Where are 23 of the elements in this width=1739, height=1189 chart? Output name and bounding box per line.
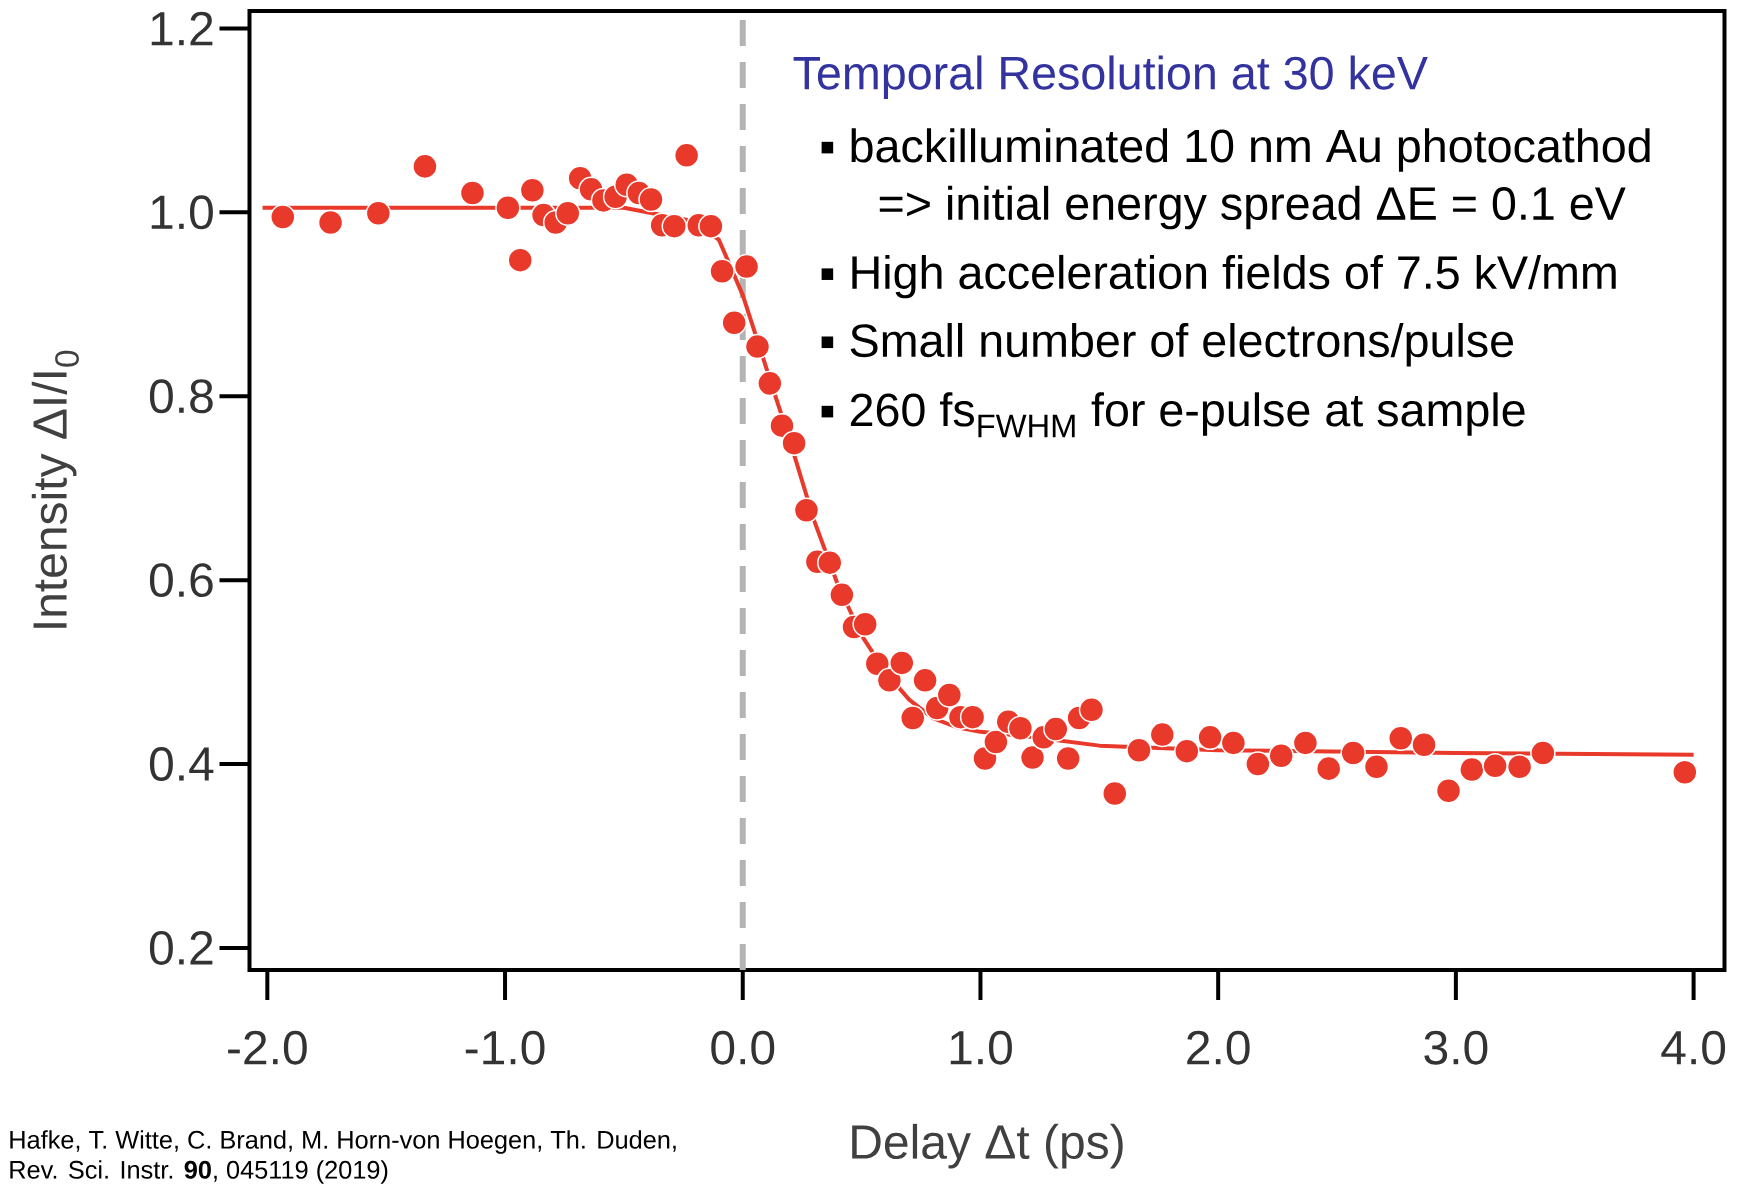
- y-tick-label: 0.2: [149, 930, 213, 965]
- annotation: ▪ Small number of electrons/pulse: [821, 322, 1514, 367]
- x-tick-label: -1.0: [465, 1030, 545, 1065]
- x-tick-label: -2.0: [228, 1030, 307, 1065]
- annotation: Temporal Resolution at 30 keV: [793, 55, 1428, 99]
- x-tick-label: 2.0: [1187, 1030, 1250, 1065]
- annotation: => initial energy spread ΔE = 0.1 eV: [879, 185, 1626, 230]
- annotation: ▪ backilluminated 10 nm Au photocathod: [821, 128, 1650, 172]
- x-tick-label: 3.0: [1424, 1030, 1488, 1065]
- y-axis-title: Intensity ΔI/I$_{0}$: [31, 350, 79, 628]
- y-tick-label: 0.6: [149, 563, 213, 598]
- annotation: ▪ 260 fs$_{FWHM}$ for e-pulse at sample: [821, 392, 1525, 438]
- x-axis-title: Delay Δt (ps): [852, 1123, 1123, 1169]
- text: Rev. Sci. Instr. 90, 045119 (2019): [10, 1160, 388, 1184]
- text: Hafke, T. Witte, C. Brand, M. Horn-von Hoegen, Th. Duden,: [10, 1130, 676, 1154]
- y-tick-label: 1.2: [151, 11, 213, 46]
- y-tick-label: 0.4: [149, 747, 214, 782]
- y-tick-label: 1.0: [151, 195, 213, 230]
- y-tick-label: 0.8: [149, 379, 213, 414]
- x-tick-label: 1.0: [950, 1030, 1012, 1065]
- annotation: ▪ High acceleration fields of 7.5 kV/mm: [821, 254, 1616, 299]
- x-tick-label: 4.0: [1661, 1030, 1726, 1065]
- x-tick-label: 0.0: [711, 1030, 775, 1065]
